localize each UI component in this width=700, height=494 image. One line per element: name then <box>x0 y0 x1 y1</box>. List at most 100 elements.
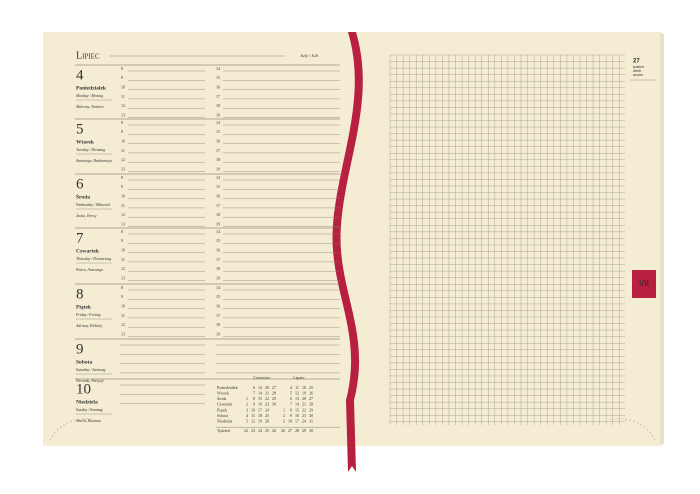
hour: 15 <box>216 294 220 299</box>
hour: 8 <box>121 175 123 180</box>
hour: 12 <box>121 157 125 162</box>
hour: 17 <box>216 313 220 318</box>
hour: 8 <box>121 66 123 71</box>
week-number: 27 <box>633 59 640 65</box>
hour: 13 <box>121 275 125 280</box>
weekday: Niedziela <box>217 419 233 424</box>
month-title: Lipiec <box>76 50 100 61</box>
calendar-day: 1 <box>283 407 285 412</box>
hour: 16 <box>216 304 220 309</box>
calendar-day: 6 <box>290 396 292 401</box>
calendar-day: 14 <box>258 391 262 396</box>
hour: 15 <box>216 75 220 80</box>
calendar-week: 23 <box>251 428 255 433</box>
calendar-day: 18 <box>258 413 262 418</box>
calendar-day: 16 <box>258 402 262 407</box>
hour: 12 <box>121 212 125 217</box>
hour: 11 <box>121 203 125 208</box>
hour: 11 <box>121 313 125 318</box>
hour: 9 <box>121 294 123 299</box>
hour: 18 <box>216 212 220 217</box>
calendar-day: 10 <box>251 407 255 412</box>
calendar-day: 21 <box>265 391 269 396</box>
week-label: tydzień <box>633 65 644 69</box>
hour: 14 <box>216 175 220 180</box>
calendar-month: Czerwiec <box>254 375 271 380</box>
hour: 18 <box>216 322 220 327</box>
calendar-day: 25 <box>265 413 269 418</box>
calendar-day: 7 <box>290 402 292 407</box>
day-name: Czwartek <box>76 248 100 254</box>
calendar-week: 24 <box>258 428 262 433</box>
hour: 14 <box>216 229 220 234</box>
calendar-day: 22 <box>302 407 306 412</box>
day-number: 5 <box>76 121 84 137</box>
hour: 13 <box>121 112 125 117</box>
hour: 10 <box>121 194 125 199</box>
day-number: 6 <box>76 176 84 192</box>
calendar-week: 26 <box>281 428 285 433</box>
calendar-week: 25 <box>265 428 269 433</box>
hour: 19 <box>216 221 220 226</box>
name-days: Adriany, Elżbiety <box>75 324 102 329</box>
calendar-day: 23 <box>265 402 269 407</box>
day-number: 4 <box>76 67 84 83</box>
calendar-day: 12 <box>251 419 255 424</box>
calendar-day: 9 <box>253 402 255 407</box>
calendar-day: 28 <box>309 402 313 407</box>
calendar-day: 8 <box>290 407 292 412</box>
hour: 19 <box>216 112 220 117</box>
day-name: Piątek <box>76 304 92 310</box>
calendar-day: 30 <box>272 402 276 407</box>
hour: 8 <box>121 285 123 290</box>
grid <box>389 54 625 425</box>
hour: 8 <box>121 229 123 234</box>
calendar-day: 4 <box>246 413 248 418</box>
calendar-day: 8 <box>253 396 255 401</box>
day-name: Sobota <box>76 359 92 365</box>
hour: 13 <box>121 331 125 336</box>
calendar-day: 24 <box>265 407 269 412</box>
right-page <box>352 32 662 446</box>
hour: 18 <box>216 103 220 108</box>
hour: 16 <box>216 248 220 253</box>
calendar-day: 17 <box>258 407 262 412</box>
hour: 9 <box>121 184 123 189</box>
day-number: 7 <box>76 230 84 246</box>
calendar-day: 29 <box>272 396 276 401</box>
day-translation: Sunday / Sonntag <box>76 408 103 412</box>
day-translation: Wednesday / Mittwoch <box>76 203 110 207</box>
name-days: Amelii, Ruszana <box>75 419 101 424</box>
hour: 10 <box>121 139 125 144</box>
month-translation: July / Juli <box>300 53 318 58</box>
calendar-day: 18 <box>302 385 306 390</box>
day-translation: Friday / Freitag <box>75 313 101 317</box>
hour: 19 <box>216 275 220 280</box>
calendar-week: 27 <box>288 428 292 433</box>
day-number: 8 <box>76 286 84 302</box>
calendar-day: 29 <box>309 407 313 412</box>
week-label: woche <box>633 73 643 77</box>
day-name: Poniedziałek <box>76 85 107 91</box>
tab-label: VII <box>639 279 649 288</box>
calendar-day: 6 <box>253 385 255 390</box>
hour: 10 <box>121 85 125 90</box>
hour: 16 <box>216 194 220 199</box>
calendar-day: 23 <box>302 413 306 418</box>
week-label: Tydzień <box>217 428 230 433</box>
day-translation: Monday / Montag <box>75 94 103 98</box>
hour: 17 <box>216 94 220 99</box>
day-name: Środa <box>76 192 90 200</box>
calendar-day: 14 <box>295 402 299 407</box>
day-translation: Thursday / Donnerstag <box>76 257 111 261</box>
weekday: Czwartek <box>217 402 232 407</box>
calendar-day: 5 <box>246 419 248 424</box>
calendar-day: 7 <box>253 391 255 396</box>
hour: 13 <box>121 221 125 226</box>
weekday: Piątek <box>217 407 227 412</box>
weekday: Wtorek <box>217 391 229 396</box>
tab <box>632 270 656 298</box>
hour: 13 <box>121 166 125 171</box>
hour: 11 <box>121 148 125 153</box>
calendar-day: 4 <box>290 385 292 390</box>
